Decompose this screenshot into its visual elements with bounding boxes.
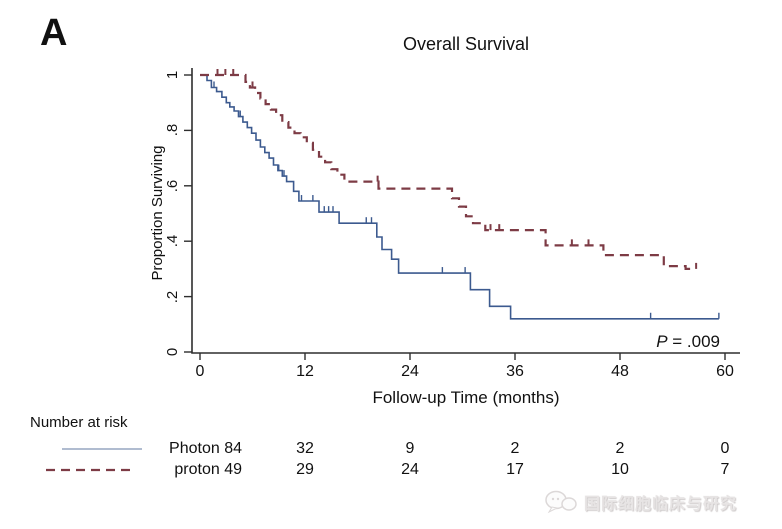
- p-symbol: P: [656, 332, 668, 351]
- x-tick-label: 48: [611, 363, 629, 380]
- photon-line-swatch: [62, 448, 142, 450]
- x-tick-label: 36: [506, 363, 524, 380]
- risk-row-photon: Photon 84 32 9 2 2 0: [30, 440, 770, 460]
- risk-row-label-proton: proton 49: [174, 461, 242, 478]
- km-curve-photon: [200, 74, 719, 320]
- p-value-text: = .009: [667, 332, 720, 351]
- km-plot-canvas: [184, 68, 740, 360]
- y-tick-label: .6: [164, 179, 181, 193]
- risk-count: 24: [401, 461, 419, 478]
- x-axis-label: Follow-up Time (months): [372, 388, 560, 407]
- x-tick-label: 0: [195, 363, 205, 380]
- risk-count: 7: [720, 461, 730, 478]
- risk-count: 0: [720, 440, 730, 457]
- y-tick-label: .2: [164, 290, 181, 303]
- risk-row-proton: proton 49 29 24 17 10 7: [30, 461, 770, 481]
- km-curve-proton: [200, 73, 697, 270]
- x-tick-label: 24: [401, 363, 419, 380]
- axes: [191, 68, 740, 354]
- p-value-annotation: P = .009: [520, 332, 720, 352]
- y-tick-label: 1: [164, 70, 181, 80]
- risk-count: 32: [296, 440, 314, 457]
- x-tick-label: 60: [716, 363, 734, 380]
- y-tick-label: .8: [164, 124, 181, 137]
- x-tick-label: 12: [296, 363, 314, 380]
- watermark-text: 国际细胞临床与研究: [584, 496, 738, 513]
- risk-count: 2: [615, 440, 625, 457]
- watermark: 国际细胞临床与研究: [544, 484, 782, 520]
- speech-bubble-logo-icon: [545, 490, 577, 514]
- chart-title: Overall Survival: [402, 34, 530, 54]
- risk-count: 10: [611, 461, 629, 478]
- number-at-risk-heading: Number at risk: [30, 414, 128, 431]
- panel-label: A: [40, 12, 68, 54]
- risk-count: 29: [296, 461, 314, 478]
- y-tick-label: .4: [164, 234, 181, 248]
- risk-count: 9: [405, 440, 415, 457]
- risk-row-label-photon: Photon 84: [169, 440, 242, 457]
- risk-count: 2: [510, 440, 520, 457]
- risk-count: 17: [506, 461, 524, 478]
